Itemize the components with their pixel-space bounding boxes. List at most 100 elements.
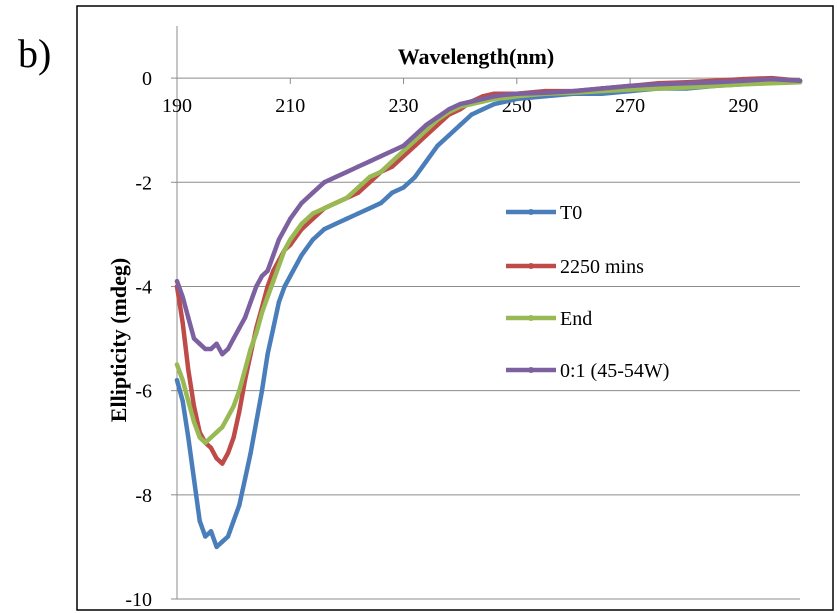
series-line-1	[174, 78, 803, 550]
legend-marker	[528, 367, 534, 373]
data-point	[180, 320, 185, 326]
legend: T0 2250 mins End 0:1 (45-54W)	[506, 202, 669, 382]
data-point	[288, 216, 293, 221]
data-point	[203, 534, 208, 539]
data-point	[237, 325, 242, 331]
data-point	[367, 206, 372, 211]
y-tick-label: -2	[135, 172, 152, 194]
data-point	[401, 143, 406, 148]
data-point	[367, 159, 372, 164]
data-point	[344, 216, 350, 221]
data-point	[542, 90, 548, 95]
data-point	[174, 378, 180, 383]
grid	[177, 77, 800, 600]
data-point	[344, 195, 350, 201]
data-point	[401, 148, 406, 154]
data-point	[220, 539, 225, 544]
panel-label: b)	[18, 31, 52, 76]
data-point	[174, 362, 180, 367]
data-point	[214, 430, 219, 435]
data-point	[712, 80, 718, 85]
data-point	[344, 169, 350, 175]
data-point	[390, 148, 395, 154]
data-point	[254, 284, 259, 289]
data-point	[446, 133, 452, 138]
data-point	[231, 518, 236, 524]
y-tick-label: 0	[142, 68, 152, 90]
data-point	[203, 346, 208, 352]
data-point	[435, 115, 440, 120]
data-point	[469, 99, 474, 104]
data-point	[186, 367, 191, 372]
data-point	[254, 419, 259, 425]
x-tick-label: 190	[162, 95, 192, 117]
data-point	[599, 86, 604, 91]
data-point	[356, 211, 361, 216]
data-point	[174, 279, 180, 284]
data-point	[656, 86, 661, 91]
data-point	[208, 435, 214, 440]
series-line-2	[174, 75, 803, 466]
data-point	[797, 78, 803, 83]
data-point	[322, 180, 327, 185]
data-point	[186, 315, 191, 320]
data-point	[299, 221, 304, 227]
data-point	[571, 88, 576, 94]
data-point	[254, 331, 259, 336]
data-point	[271, 253, 276, 258]
data-point	[424, 133, 429, 138]
data-point	[242, 477, 248, 482]
data-point	[627, 87, 633, 92]
data-point	[231, 336, 236, 341]
y-tick-label: -8	[135, 485, 152, 507]
data-point	[225, 414, 231, 419]
data-point	[514, 91, 519, 96]
data-point	[180, 398, 185, 404]
data-point	[180, 378, 185, 383]
data-point	[248, 299, 253, 305]
data-point	[282, 284, 287, 289]
data-point	[458, 101, 463, 107]
data-point	[225, 450, 231, 456]
data-point	[390, 190, 395, 195]
data-point	[458, 122, 463, 128]
data-point	[276, 299, 282, 305]
data-point	[627, 83, 633, 89]
data-point	[282, 227, 287, 232]
data-point	[203, 440, 208, 445]
data-point	[390, 159, 395, 164]
data-point	[480, 107, 485, 112]
data-point	[378, 154, 384, 159]
data-point	[503, 99, 508, 104]
data-point	[248, 450, 253, 456]
data-point	[191, 336, 197, 341]
data-point	[214, 456, 219, 461]
data-point	[356, 185, 361, 190]
data-point	[412, 133, 418, 138]
data-point	[367, 174, 372, 180]
data-point	[378, 169, 384, 175]
data-point	[684, 85, 689, 90]
data-point	[237, 388, 242, 393]
data-point	[310, 237, 316, 242]
data-point	[390, 164, 395, 169]
legend-label: T0	[560, 202, 582, 224]
data-point	[769, 76, 774, 82]
data-point	[310, 216, 316, 221]
data-point	[492, 101, 497, 107]
data-point	[197, 341, 202, 346]
data-point	[237, 409, 242, 414]
x-tick-label: 290	[728, 95, 758, 117]
data-point	[712, 83, 718, 89]
data-point	[259, 388, 265, 393]
data-point	[310, 190, 316, 195]
legend-marker	[528, 209, 534, 215]
y-tick-label: -10	[125, 589, 152, 611]
data-point	[435, 143, 440, 148]
data-point	[191, 419, 197, 425]
x-axis-title: Wavelength(nm)	[398, 44, 554, 69]
data-point	[248, 346, 253, 352]
data-point	[356, 164, 361, 169]
data-point	[741, 82, 746, 87]
